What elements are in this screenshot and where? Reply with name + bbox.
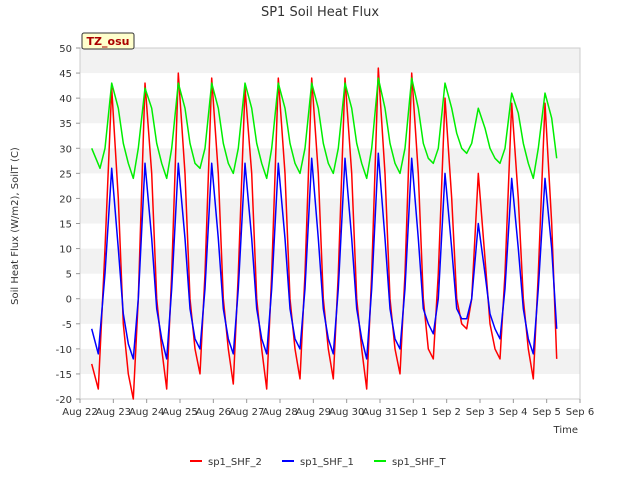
y-tick-label: 0	[66, 295, 72, 306]
grid-band	[80, 298, 580, 324]
x-tick-label: Aug 25	[162, 407, 197, 418]
chart-title: SP1 Soil Heat Flux	[261, 5, 379, 20]
x-tick-label: Aug 31	[362, 407, 397, 418]
x-tick-label: Aug 23	[96, 407, 131, 418]
series-line-sp1_SHF_1	[90, 152, 558, 360]
grid-band	[80, 248, 580, 274]
x-tick-label: Sep 2	[432, 407, 460, 418]
x-tick-label: Aug 30	[329, 407, 364, 418]
legend: sp1_SHF_2 sp1_SHF_1 sp1_SHF_T	[190, 457, 447, 468]
series-line-sp1_SHF_T	[91, 77, 558, 180]
y-axis-label: Soil Heat Flux (W/m2), SoilT (C)	[10, 147, 21, 305]
grid-band	[80, 123, 580, 149]
grid-band	[80, 48, 580, 74]
y-tick-label: -15	[56, 370, 72, 381]
x-tick-label: Aug 29	[296, 407, 331, 418]
y-axis: -20 -15 -10 -5 0 5 10 15 20 25 30 35 40 45 50	[56, 44, 80, 406]
y-tick-label: 5	[66, 270, 72, 281]
y-tick-label: 35	[59, 119, 72, 130]
x-tick-label: Aug 27	[229, 407, 264, 418]
x-tick-label: Aug 26	[196, 407, 231, 418]
x-tick-label: Sep 4	[499, 407, 527, 418]
y-tick-label: -20	[56, 395, 72, 406]
x-tick-label: Sep 1	[399, 407, 427, 418]
y-tick-label: 40	[59, 94, 72, 105]
annotation-box: TZ_osu	[81, 32, 135, 50]
y-tick-label: -10	[56, 345, 72, 356]
x-tick-label: Sep 3	[466, 407, 494, 418]
legend-label: sp1_SHF_T	[392, 457, 447, 468]
grid-band	[80, 223, 580, 249]
grid-band	[80, 273, 580, 299]
series-lines	[90, 67, 558, 400]
grid-band	[80, 173, 580, 199]
x-tick-label: Aug 22	[62, 407, 97, 418]
legend-label: sp1_SHF_1	[300, 457, 354, 468]
x-tick-label: Aug 24	[129, 407, 164, 418]
y-tick-label: 20	[59, 194, 72, 205]
grid-band	[80, 148, 580, 174]
x-tick-label: Sep 5	[532, 407, 560, 418]
y-tick-label: 50	[59, 44, 72, 55]
x-tick-label: Aug 28	[262, 407, 297, 418]
y-tick-label: -5	[62, 320, 72, 331]
grid-band	[80, 98, 580, 124]
y-tick-label: 45	[59, 69, 72, 80]
y-tick-label: 30	[59, 144, 72, 155]
grid-band	[80, 198, 580, 224]
grid-band	[80, 73, 580, 99]
y-tick-label: 10	[59, 245, 72, 256]
legend-label: sp1_SHF_2	[208, 457, 262, 468]
x-tick-label: Sep 6	[566, 407, 594, 418]
plot-bands	[80, 48, 580, 399]
grid-band	[80, 373, 580, 399]
annotation-label: TZ_osu	[87, 35, 130, 48]
y-tick-label: 15	[59, 220, 72, 231]
x-axis-label: Time	[553, 425, 578, 436]
y-tick-label: 25	[59, 169, 72, 180]
